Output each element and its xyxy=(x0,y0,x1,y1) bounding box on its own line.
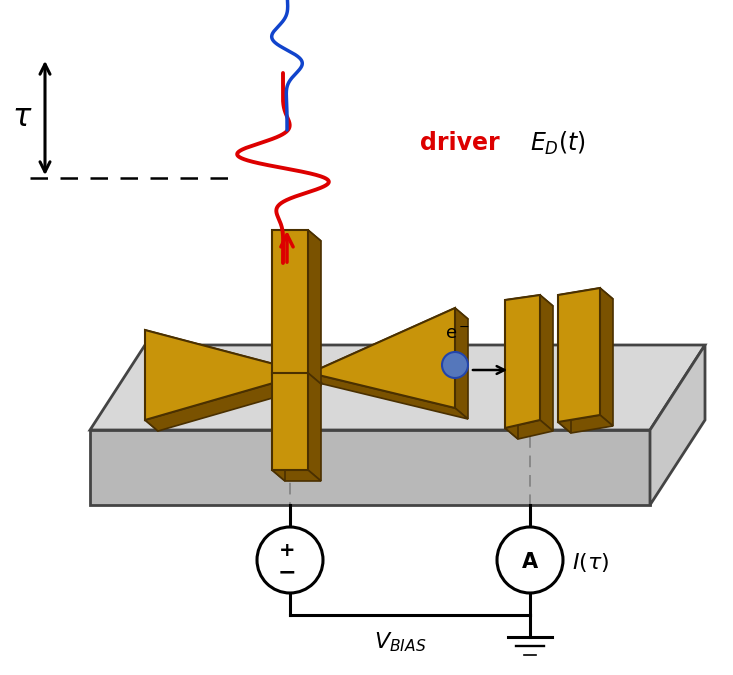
Circle shape xyxy=(497,527,563,593)
Polygon shape xyxy=(90,345,705,430)
Text: $\mathit{E}_D(t)$: $\mathit{E}_D(t)$ xyxy=(530,130,586,157)
Polygon shape xyxy=(650,345,705,505)
Polygon shape xyxy=(505,300,518,439)
Text: +: + xyxy=(279,541,295,560)
Text: e$^-$: e$^-$ xyxy=(444,325,469,343)
Polygon shape xyxy=(308,230,321,386)
Polygon shape xyxy=(272,373,308,470)
Text: $\mathit{V}_{BIAS}$: $\mathit{V}_{BIAS}$ xyxy=(374,630,427,653)
Polygon shape xyxy=(558,288,600,422)
Polygon shape xyxy=(600,288,613,426)
Polygon shape xyxy=(540,295,553,431)
Polygon shape xyxy=(272,230,285,386)
Polygon shape xyxy=(558,295,571,433)
Polygon shape xyxy=(145,330,308,420)
Text: driver: driver xyxy=(420,131,508,155)
Polygon shape xyxy=(558,288,613,306)
Polygon shape xyxy=(310,373,468,419)
Polygon shape xyxy=(310,308,468,384)
Polygon shape xyxy=(272,230,308,375)
Polygon shape xyxy=(145,330,321,384)
Polygon shape xyxy=(505,295,540,428)
Text: $\mathit{I}(\tau)$: $\mathit{I}(\tau)$ xyxy=(572,551,609,574)
Text: A: A xyxy=(522,552,538,572)
Circle shape xyxy=(442,352,468,378)
Polygon shape xyxy=(272,373,285,481)
Text: $\tau$: $\tau$ xyxy=(12,103,32,132)
Polygon shape xyxy=(272,373,321,384)
Polygon shape xyxy=(272,470,321,481)
Circle shape xyxy=(257,527,323,593)
Polygon shape xyxy=(145,330,158,431)
Polygon shape xyxy=(272,375,321,386)
Polygon shape xyxy=(558,415,613,433)
Polygon shape xyxy=(90,430,650,505)
Polygon shape xyxy=(505,420,553,439)
Polygon shape xyxy=(455,308,468,419)
Polygon shape xyxy=(272,230,321,241)
Polygon shape xyxy=(145,373,321,431)
Polygon shape xyxy=(310,308,455,408)
Polygon shape xyxy=(308,373,321,481)
Text: −: − xyxy=(278,562,296,582)
Polygon shape xyxy=(505,295,553,311)
